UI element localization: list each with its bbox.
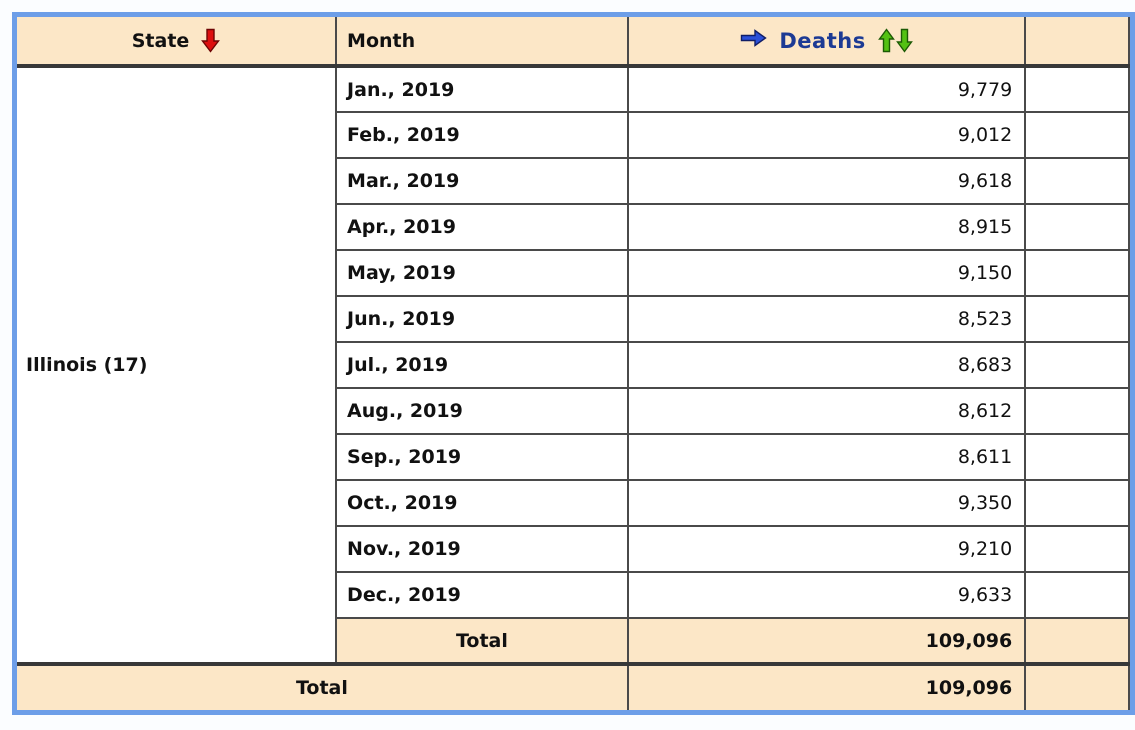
table-row: May, 2019 9,150 [17,250,1130,297]
next-column-header-partial [1025,17,1130,68]
state-column-header: State [17,17,338,68]
deaths-cell: 8,915 [627,204,1027,251]
deaths-column-header: Deaths [627,17,1027,68]
state-cell: Illinois (17) [17,66,338,666]
table-row: Apr., 2019 8,915 [17,204,1130,251]
deaths-cell: 9,012 [627,112,1027,159]
table-row: Jun., 2019 8,523 [17,296,1130,343]
deaths-cell: 8,611 [627,434,1027,481]
blue-right-arrow-icon [740,29,768,52]
deaths-header-label: Deaths [779,28,866,53]
green-up-arrow-icon [877,28,895,53]
results-table-border: State Month [12,12,1135,715]
partial-cell [1025,388,1130,435]
state-sort-button[interactable] [201,28,221,53]
deaths-cell: 9,633 [627,572,1027,619]
grand-total-row: Total 109,096 [17,664,1130,710]
state-total-row: Total 109,096 [17,618,1130,666]
grand-total-label: Total [17,664,629,710]
table-row: Jul., 2019 8,683 [17,342,1130,389]
header-row: State Month [17,17,1130,68]
state-total-label: Total [336,618,629,666]
deaths-cell: 9,350 [627,480,1027,527]
partial-cell [1025,66,1130,113]
month-cell: Sep., 2019 [336,434,629,481]
partial-cell [1025,112,1130,159]
grand-total-deaths: 109,096 [627,664,1027,710]
month-column-header: Month [336,17,629,68]
deaths-cell: 9,210 [627,526,1027,573]
deaths-sort-descending-button[interactable] [895,28,913,53]
table-row: Nov., 2019 9,210 [17,526,1130,573]
table-row: Feb., 2019 9,012 [17,112,1130,159]
partial-cell [1025,480,1130,527]
partial-cell [1025,204,1130,251]
deaths-cell: 9,779 [627,66,1027,113]
partial-cell [1025,618,1130,666]
month-cell: Feb., 2019 [336,112,629,159]
table-row: Illinois (17) Jan., 2019 9,779 [17,66,1130,666]
table-row: Dec., 2019 9,633 [17,572,1130,619]
deaths-cell: 8,683 [627,342,1027,389]
month-cell: Jan., 2019 [336,66,629,113]
partial-cell [1025,664,1130,710]
month-cell: Mar., 2019 [336,158,629,205]
green-down-arrow-icon [895,28,913,53]
month-cell: Aug., 2019 [336,388,629,435]
deaths-by-state-month-table: State Month [17,17,1130,710]
partial-cell [1025,342,1130,389]
table-row: Mar., 2019 9,618 [17,158,1130,205]
red-down-arrow-icon [201,28,221,53]
month-header-label: Month [347,29,416,52]
month-cell: Jul., 2019 [336,342,629,389]
state-total-deaths: 109,096 [627,618,1027,666]
month-cell: May, 2019 [336,250,629,297]
partial-cell [1025,526,1130,573]
month-cell: Dec., 2019 [336,572,629,619]
deaths-cell: 9,618 [627,158,1027,205]
table-row: Aug., 2019 8,612 [17,388,1130,435]
month-cell: Nov., 2019 [336,526,629,573]
partial-cell [1025,434,1130,481]
partial-cell [1025,296,1130,343]
month-cell: Oct., 2019 [336,480,629,527]
deaths-sort-ascending-button[interactable] [877,28,895,53]
deaths-cell: 8,523 [627,296,1027,343]
partial-cell [1025,572,1130,619]
state-header-label: State [131,29,190,52]
table-row: Sep., 2019 8,611 [17,434,1130,481]
partial-cell [1025,250,1130,297]
month-cell: Apr., 2019 [336,204,629,251]
deaths-cell: 8,612 [627,388,1027,435]
month-cell: Jun., 2019 [336,296,629,343]
deaths-cell: 9,150 [627,250,1027,297]
table-row: Oct., 2019 9,350 [17,480,1130,527]
partial-cell [1025,158,1130,205]
